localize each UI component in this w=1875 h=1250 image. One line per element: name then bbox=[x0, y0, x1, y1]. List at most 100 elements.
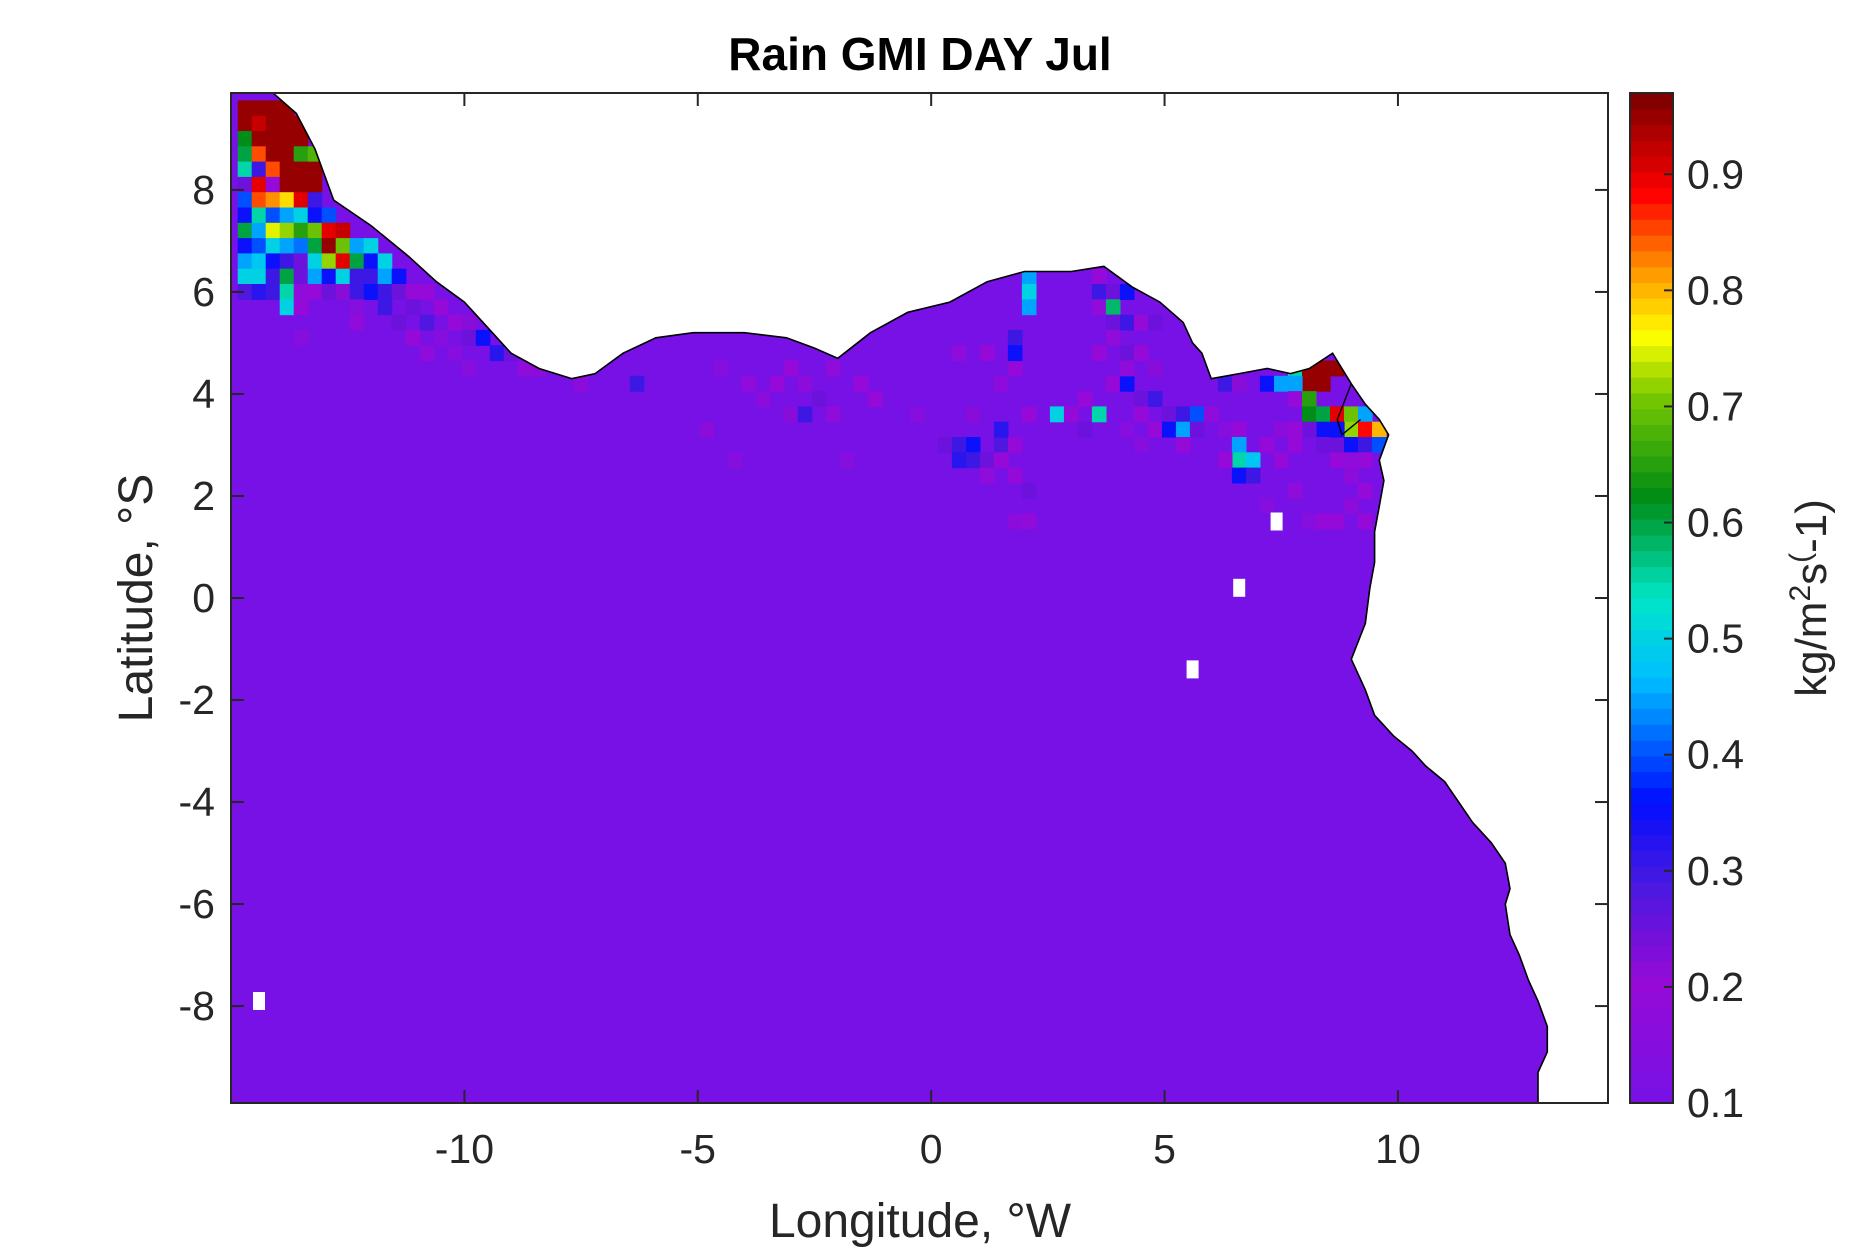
colorbar-band bbox=[1630, 487, 1673, 504]
heatmap-cell bbox=[1330, 437, 1345, 453]
colorbar-band bbox=[1630, 724, 1673, 741]
colorbar-band bbox=[1630, 803, 1673, 820]
heatmap-cell bbox=[237, 161, 253, 178]
heatmap-cell bbox=[461, 329, 477, 346]
heatmap-cell bbox=[1231, 452, 1247, 469]
heatmap-cell bbox=[419, 345, 435, 362]
heatmap-cell bbox=[727, 452, 743, 469]
colorbar-band bbox=[1630, 566, 1673, 583]
heatmap-cell bbox=[293, 161, 309, 178]
heatmap-cell bbox=[517, 360, 533, 377]
heatmap-cell bbox=[405, 329, 421, 346]
heatmap-cell bbox=[1245, 467, 1261, 484]
heatmap-cell bbox=[447, 345, 463, 362]
heatmap-cell bbox=[321, 284, 337, 300]
heatmap-cell bbox=[321, 253, 337, 270]
heatmap-cell bbox=[349, 284, 365, 300]
heatmap-cell bbox=[1316, 421, 1331, 438]
colorbar-band bbox=[1630, 929, 1673, 946]
heatmap-cell bbox=[1007, 437, 1023, 453]
colorbar-tick-label: 0.6 bbox=[1687, 500, 1744, 546]
colorbar-band bbox=[1630, 519, 1673, 536]
x-tick-label: -5 bbox=[680, 1126, 716, 1172]
colorbar-frame bbox=[1629, 92, 1674, 1104]
heatmap-cell bbox=[349, 268, 365, 285]
heatmap-cell bbox=[1119, 314, 1135, 331]
heatmap-cell bbox=[321, 238, 337, 254]
heatmap-cell bbox=[307, 284, 323, 300]
x-tick-label: 0 bbox=[920, 1126, 943, 1172]
colorbar-label-exponent: 2 bbox=[1784, 585, 1817, 602]
heatmap-cell bbox=[1007, 345, 1023, 362]
colorbar-band bbox=[1630, 124, 1673, 141]
heatmap-cell bbox=[265, 131, 281, 147]
heatmap-cell bbox=[1288, 482, 1303, 499]
heatmap-cell bbox=[251, 161, 267, 178]
heatmap-cell bbox=[461, 314, 477, 331]
x-tick-label: 5 bbox=[1153, 1126, 1176, 1172]
heatmap-cell bbox=[1119, 284, 1135, 300]
heatmap-cell bbox=[237, 253, 253, 270]
heatmap-cell bbox=[335, 253, 351, 270]
heatmap-cell bbox=[1175, 406, 1191, 423]
heatmap-cell bbox=[1274, 375, 1289, 392]
colorbar-band bbox=[1630, 140, 1673, 157]
heatmap-cell bbox=[1274, 452, 1289, 469]
heatmap-cell bbox=[293, 207, 309, 224]
heatmap-cell bbox=[307, 238, 323, 254]
colorbar-band bbox=[1630, 1087, 1673, 1104]
missing-data-patch bbox=[1233, 578, 1246, 597]
heatmap-cell bbox=[279, 238, 295, 254]
heatmap-cell bbox=[993, 437, 1009, 453]
heatmap-cell bbox=[853, 375, 869, 392]
heatmap-cell bbox=[433, 329, 449, 346]
x-tick-label: 10 bbox=[1375, 1126, 1421, 1172]
heatmap-cell bbox=[335, 268, 351, 285]
heatmap-cell bbox=[321, 207, 337, 224]
heatmap-cell bbox=[293, 176, 309, 193]
heatmap-cell bbox=[265, 100, 281, 117]
heatmap-cell bbox=[265, 192, 281, 209]
heatmap-cell bbox=[811, 391, 827, 407]
colorbar-band bbox=[1630, 156, 1673, 173]
heatmap-cell bbox=[629, 375, 645, 392]
colorbar-band bbox=[1630, 866, 1673, 883]
colorbar-band bbox=[1630, 787, 1673, 804]
heatmap-cell bbox=[265, 176, 281, 193]
colorbar-band bbox=[1630, 266, 1673, 283]
heatmap-cell bbox=[1021, 513, 1037, 530]
plot-area bbox=[231, 93, 1608, 1103]
heatmap-cell bbox=[265, 238, 281, 254]
colorbar-band bbox=[1630, 629, 1673, 646]
heatmap-cell bbox=[461, 360, 477, 377]
colorbar-band bbox=[1630, 203, 1673, 220]
heatmap-cell bbox=[1231, 437, 1247, 453]
heatmap-cell bbox=[979, 467, 995, 484]
heatmap-cell bbox=[1189, 406, 1205, 423]
heatmap-cell bbox=[1161, 421, 1177, 438]
heatmap-cell bbox=[237, 176, 253, 193]
heatmap-cell bbox=[363, 253, 379, 270]
colorbar-label-paren: ( bbox=[1784, 553, 1817, 563]
heatmap-cell bbox=[1274, 421, 1289, 438]
heatmap-cell bbox=[1231, 467, 1247, 484]
heatmap-cell bbox=[1091, 406, 1107, 423]
heatmap-cell bbox=[1358, 421, 1373, 438]
heatmap-cell bbox=[349, 299, 365, 316]
heatmap-cell bbox=[951, 452, 967, 469]
heatmap-cell bbox=[1091, 345, 1107, 362]
y-axis-title: Latitude, °S bbox=[110, 474, 163, 723]
heatmap-cell bbox=[1105, 329, 1121, 346]
heatmap-cell bbox=[1358, 513, 1373, 530]
heatmap-cell bbox=[1302, 421, 1317, 438]
heatmap-cell bbox=[1021, 406, 1037, 423]
colorbar-band bbox=[1630, 455, 1673, 473]
heatmap-cell bbox=[1316, 437, 1331, 453]
heatmap-cell bbox=[1288, 421, 1303, 438]
colorbar-band bbox=[1630, 708, 1673, 725]
heatmap-cell bbox=[307, 161, 323, 178]
heatmap-cell bbox=[1330, 452, 1345, 469]
heatmap-cell bbox=[783, 406, 799, 423]
heatmap-cell bbox=[979, 452, 995, 469]
heatmap-cell bbox=[783, 360, 799, 377]
